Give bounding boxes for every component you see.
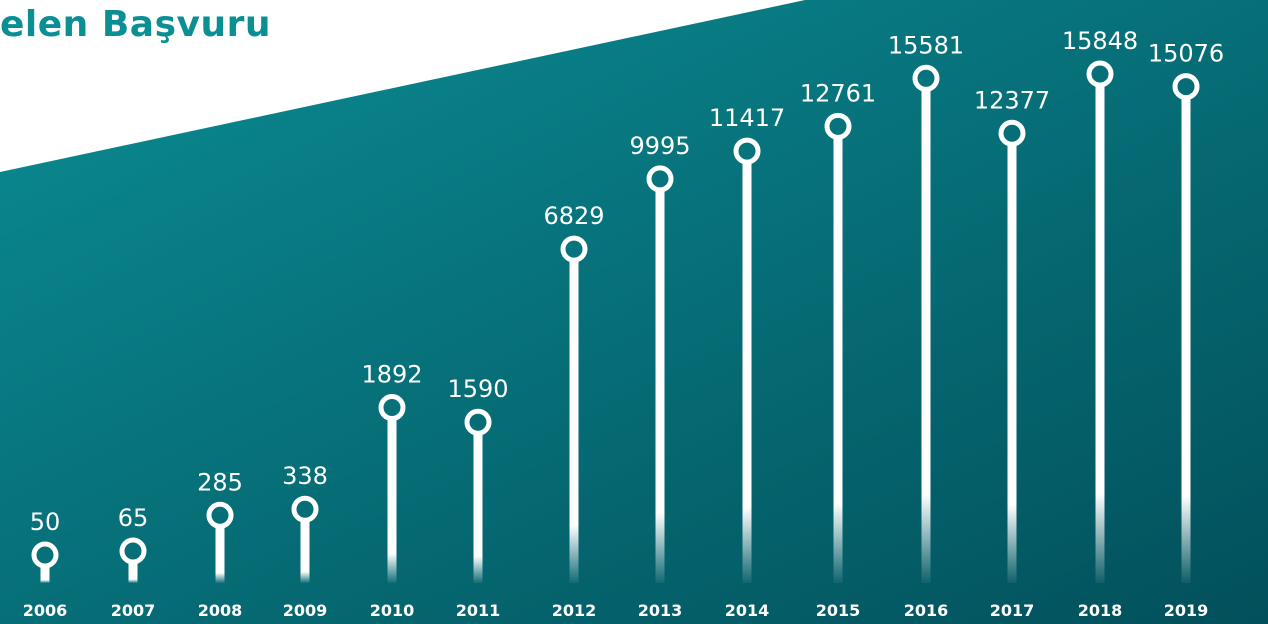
stem-2009 bbox=[300, 520, 310, 583]
value-label-2014: 11417 bbox=[709, 104, 785, 132]
lollipop-2019: 15076 2019 bbox=[1148, 40, 1224, 620]
stem-2014 bbox=[742, 162, 752, 583]
value-label-2008: 285 bbox=[197, 468, 243, 496]
point-2017 bbox=[998, 119, 1026, 147]
chart-title: elen Başvuru bbox=[0, 4, 271, 45]
lollipop-2016: 15581 2016 bbox=[888, 31, 964, 620]
stem-2008 bbox=[215, 526, 225, 583]
point-2014 bbox=[733, 137, 761, 165]
lollipop-2008: 285 2008 bbox=[197, 468, 243, 620]
stem-2013 bbox=[655, 189, 665, 583]
stem-2010 bbox=[387, 418, 397, 583]
lollipop-2010: 1892 2010 bbox=[361, 361, 422, 620]
point-2012 bbox=[560, 235, 588, 263]
point-2016 bbox=[912, 64, 940, 92]
value-label-2016: 15581 bbox=[888, 31, 964, 59]
lollipop-2014: 11417 2014 bbox=[709, 104, 785, 620]
stem-2018 bbox=[1095, 85, 1105, 583]
lollipop-2018: 15848 2018 bbox=[1062, 27, 1138, 620]
year-label-2017: 2017 bbox=[990, 601, 1035, 620]
year-label-2012: 2012 bbox=[552, 601, 597, 620]
point-2008 bbox=[206, 501, 234, 529]
value-label-2011: 1590 bbox=[447, 375, 508, 403]
year-label-2011: 2011 bbox=[456, 601, 501, 620]
year-label-2013: 2013 bbox=[638, 601, 683, 620]
lollipop-2017: 12377 2017 bbox=[974, 86, 1050, 620]
lollipop-2006: 50 2006 bbox=[23, 508, 68, 620]
value-label-2018: 15848 bbox=[1062, 27, 1138, 55]
value-label-2012: 6829 bbox=[543, 202, 604, 230]
value-label-2010: 1892 bbox=[361, 361, 422, 389]
value-label-2019: 15076 bbox=[1148, 40, 1224, 68]
value-label-2017: 12377 bbox=[974, 86, 1050, 114]
lollipop-2013: 9995 2013 bbox=[629, 132, 690, 620]
value-label-2006: 50 bbox=[30, 508, 61, 536]
value-label-2007: 65 bbox=[118, 504, 149, 532]
value-label-2009: 338 bbox=[282, 462, 328, 490]
stem-2007 bbox=[128, 561, 138, 583]
year-label-2006: 2006 bbox=[23, 601, 68, 620]
point-2018 bbox=[1086, 60, 1114, 88]
lollipop-2015: 12761 2015 bbox=[800, 79, 876, 620]
stem-2017 bbox=[1007, 144, 1017, 583]
point-2013 bbox=[646, 165, 674, 193]
lollipop-2012: 6829 2012 bbox=[543, 202, 604, 620]
year-label-2008: 2008 bbox=[198, 601, 243, 620]
lollipop-2007: 65 2007 bbox=[111, 504, 156, 620]
stem-2011 bbox=[473, 433, 483, 583]
year-label-2007: 2007 bbox=[111, 601, 156, 620]
value-label-2013: 9995 bbox=[629, 132, 690, 160]
stem-2012 bbox=[569, 260, 579, 583]
value-label-2015: 12761 bbox=[800, 79, 876, 107]
year-label-2014: 2014 bbox=[725, 601, 770, 620]
point-2006 bbox=[31, 541, 59, 569]
year-label-2019: 2019 bbox=[1164, 601, 1209, 620]
year-label-2010: 2010 bbox=[370, 601, 415, 620]
point-2019 bbox=[1172, 73, 1200, 101]
year-label-2018: 2018 bbox=[1078, 601, 1123, 620]
year-label-2016: 2016 bbox=[904, 601, 949, 620]
lollipop-2011: 1590 2011 bbox=[447, 375, 508, 620]
point-2011 bbox=[464, 408, 492, 436]
stem-2019 bbox=[1181, 97, 1191, 583]
lollipop-2009: 338 2009 bbox=[282, 462, 328, 620]
point-2009 bbox=[291, 495, 319, 523]
stem-2006 bbox=[40, 566, 50, 583]
year-label-2009: 2009 bbox=[283, 601, 328, 620]
stem-2015 bbox=[833, 137, 843, 583]
point-2010 bbox=[378, 394, 406, 422]
year-label-2015: 2015 bbox=[816, 601, 861, 620]
stem-2016 bbox=[921, 89, 931, 583]
chart-marks: 50 2006 65 2007 285 2008 338 2009 1892 2010 1590 20… bbox=[23, 27, 1224, 620]
point-2015 bbox=[824, 112, 852, 140]
point-2007 bbox=[119, 537, 147, 565]
